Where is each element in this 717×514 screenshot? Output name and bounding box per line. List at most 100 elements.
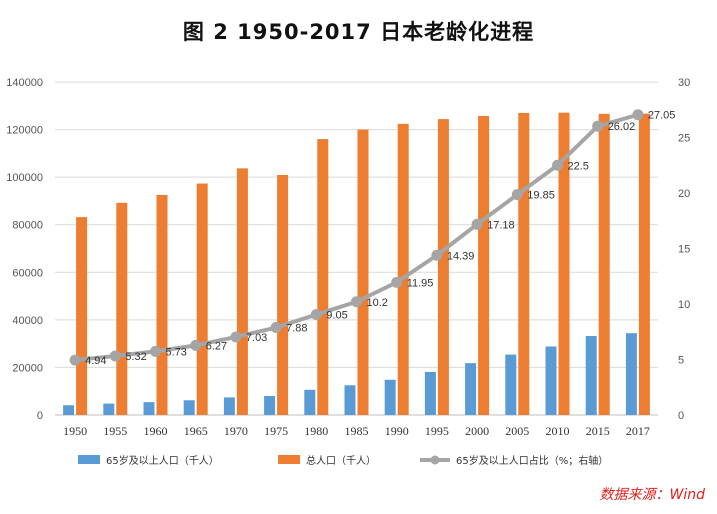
data-source-note: 数据来源：Wind — [599, 487, 706, 503]
x-tick-label: 1955 — [103, 424, 127, 438]
line-point — [391, 276, 403, 288]
data-label: 26.02 — [608, 121, 636, 133]
y-right-tick-label: 0 — [678, 410, 684, 422]
bar-elderly-population — [585, 336, 597, 415]
bar-total-population — [116, 202, 128, 415]
x-tick-label: 1975 — [264, 424, 288, 438]
x-tick-label: 1990 — [385, 424, 409, 438]
y-right-tick-label: 10 — [678, 299, 690, 311]
bar-elderly-population — [63, 405, 75, 415]
data-label: 14.39 — [447, 250, 475, 262]
bar-total-population — [76, 217, 88, 415]
bar-total-population — [518, 112, 530, 416]
bar-elderly-population — [465, 363, 477, 415]
line-point — [69, 354, 81, 366]
bar-series — [63, 112, 650, 416]
legend-label: 65岁及以上人口占比（%；右轴） — [456, 454, 608, 467]
data-label: 10.2 — [367, 297, 388, 309]
bar-elderly-population — [264, 395, 276, 415]
y-left-tick-label: 100000 — [6, 172, 43, 184]
y-left-tick-label: 140000 — [6, 77, 43, 89]
y-left-tick-label: 120000 — [6, 125, 43, 137]
bar-elderly-population — [545, 346, 557, 415]
bar-elderly-population — [183, 400, 195, 415]
bar-elderly-population — [103, 403, 115, 415]
y-right-tick-label: 30 — [678, 77, 690, 89]
bar-elderly-population — [344, 385, 356, 415]
bar-elderly-population — [625, 333, 637, 415]
data-label: 4.94 — [85, 355, 106, 367]
bar-total-population — [478, 116, 490, 415]
grid-lines — [55, 81, 658, 416]
legend-label: 总人口（千人） — [306, 454, 376, 467]
x-tick-label: 1970 — [224, 424, 248, 438]
line-series: 4.94 5.32 5.73 6.27 7.03 7.88 9.05 10.2 11.95 14.… — [69, 109, 676, 367]
x-tick-label: 1965 — [184, 424, 208, 438]
legend-swatch — [78, 455, 100, 464]
line-point — [190, 339, 202, 351]
data-label: 22.5 — [568, 160, 589, 172]
line-point — [150, 345, 161, 357]
bar-total-population — [317, 139, 329, 416]
bar-total-population — [357, 129, 369, 416]
data-label: 19.85 — [527, 190, 555, 202]
bar-total-population — [638, 113, 650, 415]
y-left-tick-label: 80000 — [12, 220, 43, 232]
x-tick-label: 2017 — [626, 424, 650, 438]
line-point — [511, 189, 523, 201]
line-point — [310, 309, 322, 321]
legend-swatch-marker — [430, 455, 440, 465]
data-label: 11.95 — [407, 277, 434, 289]
data-label: 5.32 — [125, 351, 146, 363]
bar-total-population — [196, 183, 208, 415]
bar-elderly-population — [424, 371, 436, 415]
line-point — [552, 159, 563, 171]
x-tick-label: 2000 — [465, 424, 489, 438]
bar-total-population — [277, 175, 289, 415]
line-point — [471, 218, 483, 230]
data-label: 7.03 — [246, 332, 267, 344]
data-label: 9.05 — [326, 310, 347, 322]
y-axis-left: 0 20000 40000 60000 80000 100000 120000 140000 — [6, 77, 43, 422]
chart-title: 图 2 1950-2017 日本老龄化进程 — [182, 20, 535, 44]
x-tick-label: 2010 — [546, 424, 570, 438]
x-tick-label: 1950 — [63, 424, 87, 438]
x-tick-label: 1980 — [304, 424, 328, 438]
x-tick-label: 1985 — [345, 424, 369, 438]
bar-total-population — [558, 112, 570, 416]
y-left-tick-label: 0 — [37, 410, 43, 422]
legend-swatch — [278, 455, 300, 464]
bar-elderly-population — [223, 397, 235, 415]
line-point — [592, 120, 604, 132]
line-point — [109, 350, 121, 362]
line-point — [431, 249, 443, 261]
y-right-tick-label: 15 — [678, 244, 690, 256]
y-right-tick-label: 20 — [678, 188, 690, 200]
bar-elderly-population — [304, 389, 316, 415]
y-left-tick-label: 20000 — [12, 362, 43, 374]
bar-elderly-population — [384, 379, 396, 415]
y-right-tick-label: 25 — [678, 133, 690, 145]
data-label: 27.05 — [648, 110, 676, 122]
bar-total-population — [437, 119, 449, 415]
data-label: 7.88 — [286, 323, 307, 335]
line-point — [270, 322, 282, 334]
line-point — [230, 331, 242, 343]
x-axis: 1950 1955 1960 1965 1970 1975 1980 1985 1990 1995… — [63, 424, 650, 438]
y-right-tick-label: 5 — [678, 355, 684, 367]
legend: 65岁及以上人口（千人） 总人口（千人） 65岁及以上人口占比（%；右轴） — [78, 454, 608, 467]
data-label: 5.73 — [166, 346, 187, 358]
y-left-tick-label: 60000 — [12, 267, 43, 279]
data-label: 6.27 — [206, 340, 227, 352]
bar-elderly-population — [505, 354, 517, 415]
x-tick-label: 2005 — [505, 424, 529, 438]
bar-total-population — [236, 168, 248, 415]
line-point — [351, 296, 362, 308]
y-axis-right: 0 5 10 15 20 25 30 — [678, 77, 690, 422]
line-point — [632, 109, 644, 121]
x-tick-label: 1995 — [425, 424, 449, 438]
bar-elderly-population — [143, 402, 155, 415]
y-left-tick-label: 40000 — [12, 315, 43, 327]
x-tick-label: 1960 — [144, 424, 168, 438]
